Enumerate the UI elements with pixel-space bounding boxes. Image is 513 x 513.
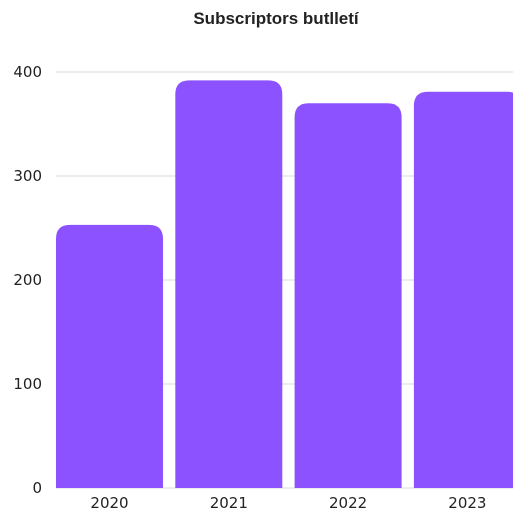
y-tick-label: 300 xyxy=(13,167,42,185)
x-tick-label: 2021 xyxy=(210,494,248,512)
y-tick-label: 400 xyxy=(13,63,42,81)
chart-title: Subscriptors butlletí xyxy=(193,9,360,28)
x-tick-label: 2020 xyxy=(90,494,128,512)
x-tick-label: 2022 xyxy=(329,494,367,512)
x-axis-ticks: 2020 2021 2022 2023 xyxy=(90,494,486,512)
x-tick-label: 2023 xyxy=(448,494,486,512)
y-tick-label: 0 xyxy=(32,479,42,497)
y-tick-label: 200 xyxy=(13,271,42,289)
bars xyxy=(56,80,513,488)
bar-2023 xyxy=(413,91,513,488)
bar-2020 xyxy=(56,224,163,488)
bar-2022 xyxy=(294,103,402,488)
bar-2021 xyxy=(175,80,283,488)
y-tick-label: 100 xyxy=(13,375,42,393)
y-axis-ticks: 0 100 200 300 400 xyxy=(13,63,42,497)
